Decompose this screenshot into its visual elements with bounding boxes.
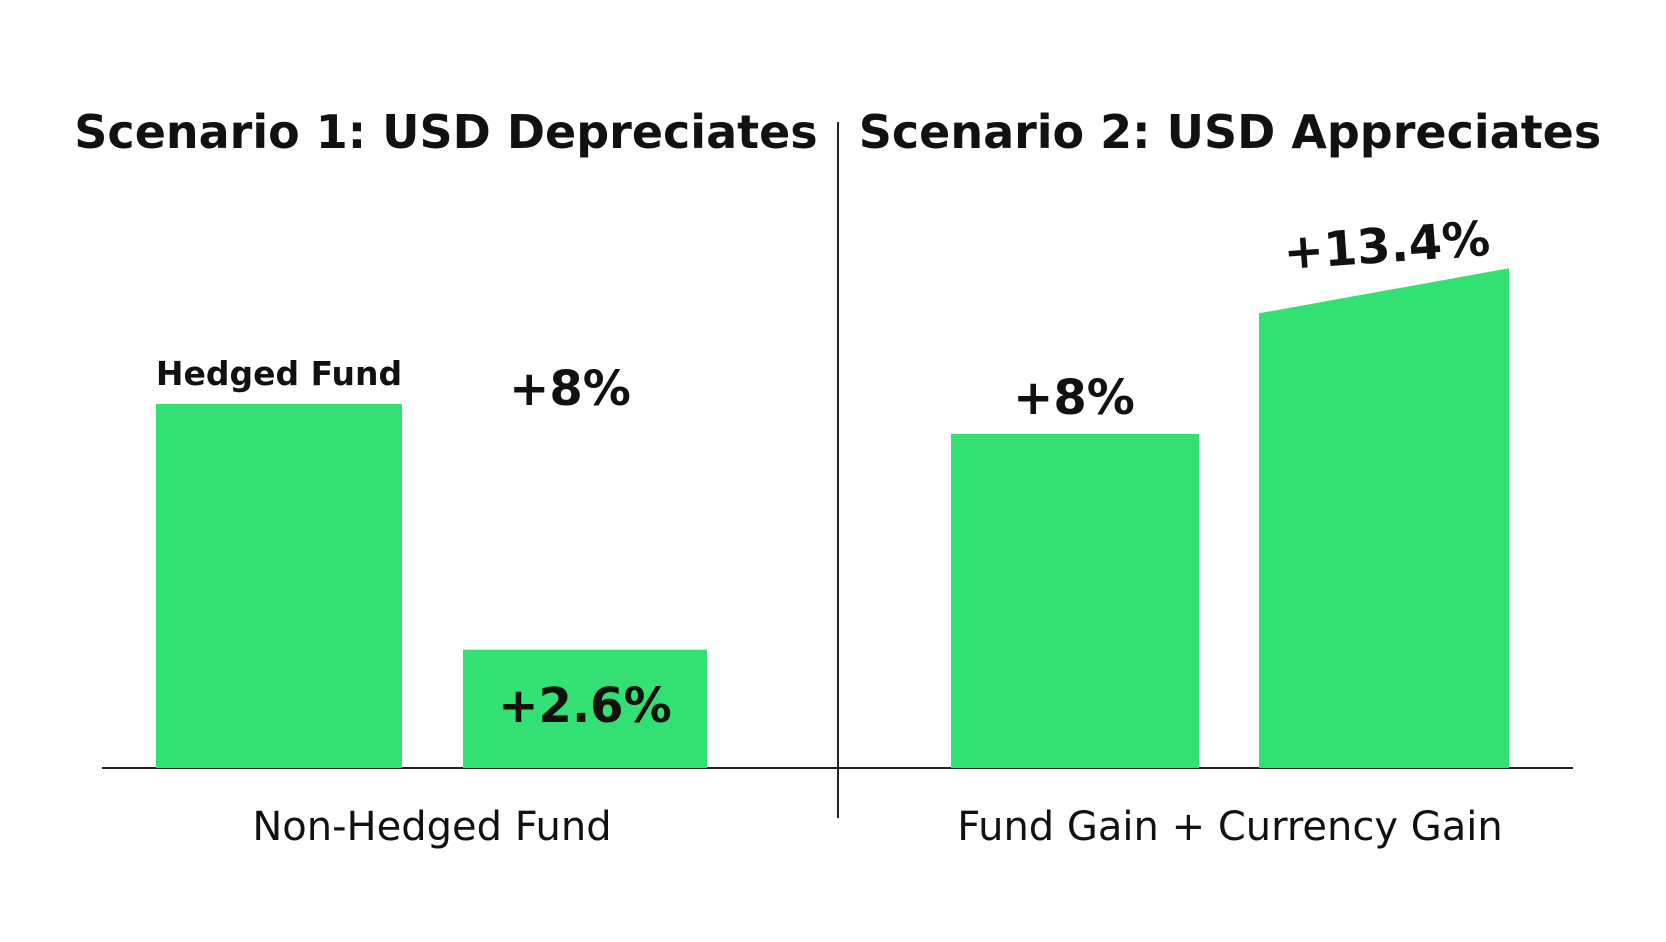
scenario2-axis-label: Fund Gain + Currency Gain [957,804,1502,850]
scenario2-bar-fund-gain [951,434,1199,768]
scenario2-value-fund-gain: +8% [1013,370,1135,426]
scenario1-bar-non-hedged [463,649,707,768]
scenario2-bar-currency-gain [1259,268,1509,768]
scenario2-title: Scenario 2: USD Appreciates [859,105,1602,159]
scenario2-value-currency-gain: +13.4% [1282,211,1492,281]
scenario1-axis-label: Non-Hedged Fund [252,804,611,850]
scenario1-hedged-label: Hedged Fund [156,354,402,393]
scenario1-value-non-hedged: +2.6% [498,678,671,734]
scenario1-value-hedged: +8% [509,361,631,417]
scenario1-title: Scenario 1: USD Depreciates [74,105,817,159]
scenario1-bar-hedged [156,404,402,768]
